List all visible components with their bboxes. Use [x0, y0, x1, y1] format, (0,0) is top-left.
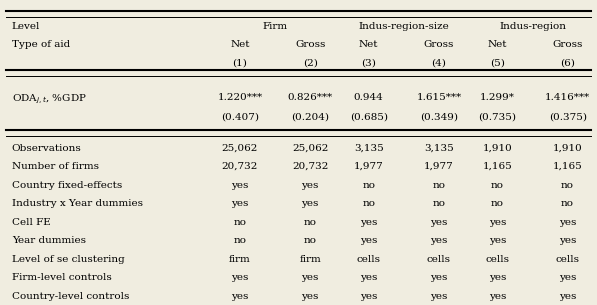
Text: no: no: [304, 218, 316, 227]
Text: no: no: [233, 236, 247, 245]
Text: Net: Net: [488, 41, 507, 49]
Text: yes: yes: [231, 199, 249, 208]
Text: 3,135: 3,135: [424, 144, 454, 152]
Text: 1.615***: 1.615***: [416, 93, 461, 102]
Text: 25,062: 25,062: [292, 144, 328, 152]
Text: yes: yes: [559, 292, 576, 301]
Text: Firm: Firm: [263, 23, 288, 31]
Text: 1.416***: 1.416***: [545, 93, 590, 102]
Text: yes: yes: [301, 292, 319, 301]
Text: Industry x Year dummies: Industry x Year dummies: [12, 199, 143, 208]
Text: (0.407): (0.407): [221, 112, 259, 121]
Text: Gross: Gross: [295, 41, 325, 49]
Text: yes: yes: [360, 273, 377, 282]
Text: yes: yes: [489, 218, 506, 227]
Text: no: no: [233, 218, 247, 227]
Text: (3): (3): [361, 58, 376, 67]
Text: Net: Net: [230, 41, 250, 49]
Text: (0.375): (0.375): [549, 112, 587, 121]
Text: 1,977: 1,977: [354, 162, 384, 171]
Text: no: no: [432, 199, 445, 208]
Text: Firm-level controls: Firm-level controls: [12, 273, 112, 282]
Text: (0.349): (0.349): [420, 112, 458, 121]
Text: yes: yes: [559, 236, 576, 245]
Text: yes: yes: [559, 273, 576, 282]
Text: 1.299*: 1.299*: [480, 93, 515, 102]
Text: yes: yes: [231, 273, 249, 282]
Text: 0.944: 0.944: [354, 93, 384, 102]
Text: no: no: [362, 199, 375, 208]
Text: yes: yes: [301, 273, 319, 282]
Text: cells: cells: [427, 255, 451, 264]
Text: yes: yes: [360, 236, 377, 245]
Text: (2): (2): [303, 58, 318, 67]
Text: cells: cells: [356, 255, 381, 264]
Text: yes: yes: [430, 236, 448, 245]
Text: 25,062: 25,062: [222, 144, 258, 152]
Text: yes: yes: [231, 181, 249, 190]
Text: (5): (5): [490, 58, 505, 67]
Text: Gross: Gross: [552, 41, 583, 49]
Text: yes: yes: [430, 218, 448, 227]
Text: Net: Net: [359, 41, 378, 49]
Text: Level of se clustering: Level of se clustering: [12, 255, 125, 264]
Text: (4): (4): [432, 58, 447, 67]
Text: Country fixed-effects: Country fixed-effects: [12, 181, 122, 190]
Text: yes: yes: [360, 292, 377, 301]
Text: 1,910: 1,910: [553, 144, 583, 152]
Text: no: no: [432, 181, 445, 190]
Text: Country-level controls: Country-level controls: [12, 292, 129, 301]
Text: 1,910: 1,910: [482, 144, 512, 152]
Text: (6): (6): [560, 58, 575, 67]
Text: Observations: Observations: [12, 144, 82, 152]
Text: yes: yes: [430, 292, 448, 301]
Text: Type of aid: Type of aid: [12, 41, 70, 49]
Text: 20,732: 20,732: [292, 162, 328, 171]
Text: (0.685): (0.685): [350, 112, 387, 121]
Text: 0.826***: 0.826***: [288, 93, 333, 102]
Text: firm: firm: [229, 255, 251, 264]
Text: (0.735): (0.735): [478, 112, 516, 121]
Text: Indus-region-size: Indus-region-size: [358, 23, 449, 31]
Text: cells: cells: [485, 255, 509, 264]
Text: no: no: [362, 181, 375, 190]
Text: yes: yes: [489, 292, 506, 301]
Text: Cell FE: Cell FE: [12, 218, 51, 227]
Text: yes: yes: [559, 218, 576, 227]
Text: no: no: [561, 199, 574, 208]
Text: Number of firms: Number of firms: [12, 162, 99, 171]
Text: yes: yes: [360, 218, 377, 227]
Text: no: no: [491, 199, 504, 208]
Text: Gross: Gross: [424, 41, 454, 49]
Text: yes: yes: [231, 292, 249, 301]
Text: no: no: [304, 236, 316, 245]
Text: Indus-region: Indus-region: [499, 23, 566, 31]
Text: 1,165: 1,165: [482, 162, 512, 171]
Text: yes: yes: [301, 199, 319, 208]
Text: 1.220***: 1.220***: [217, 93, 263, 102]
Text: cells: cells: [556, 255, 580, 264]
Text: 3,135: 3,135: [354, 144, 384, 152]
Text: yes: yes: [489, 236, 506, 245]
Text: (1): (1): [233, 58, 247, 67]
Text: 20,732: 20,732: [222, 162, 258, 171]
Text: no: no: [561, 181, 574, 190]
Text: yes: yes: [489, 273, 506, 282]
Text: ODA$_{j,t}$, %GDP: ODA$_{j,t}$, %GDP: [12, 93, 87, 106]
Text: Level: Level: [12, 23, 40, 31]
Text: 1,165: 1,165: [553, 162, 583, 171]
Text: 1,977: 1,977: [424, 162, 454, 171]
Text: Year dummies: Year dummies: [12, 236, 86, 245]
Text: yes: yes: [430, 273, 448, 282]
Text: no: no: [491, 181, 504, 190]
Text: yes: yes: [301, 181, 319, 190]
Text: firm: firm: [299, 255, 321, 264]
Text: (0.204): (0.204): [291, 112, 329, 121]
